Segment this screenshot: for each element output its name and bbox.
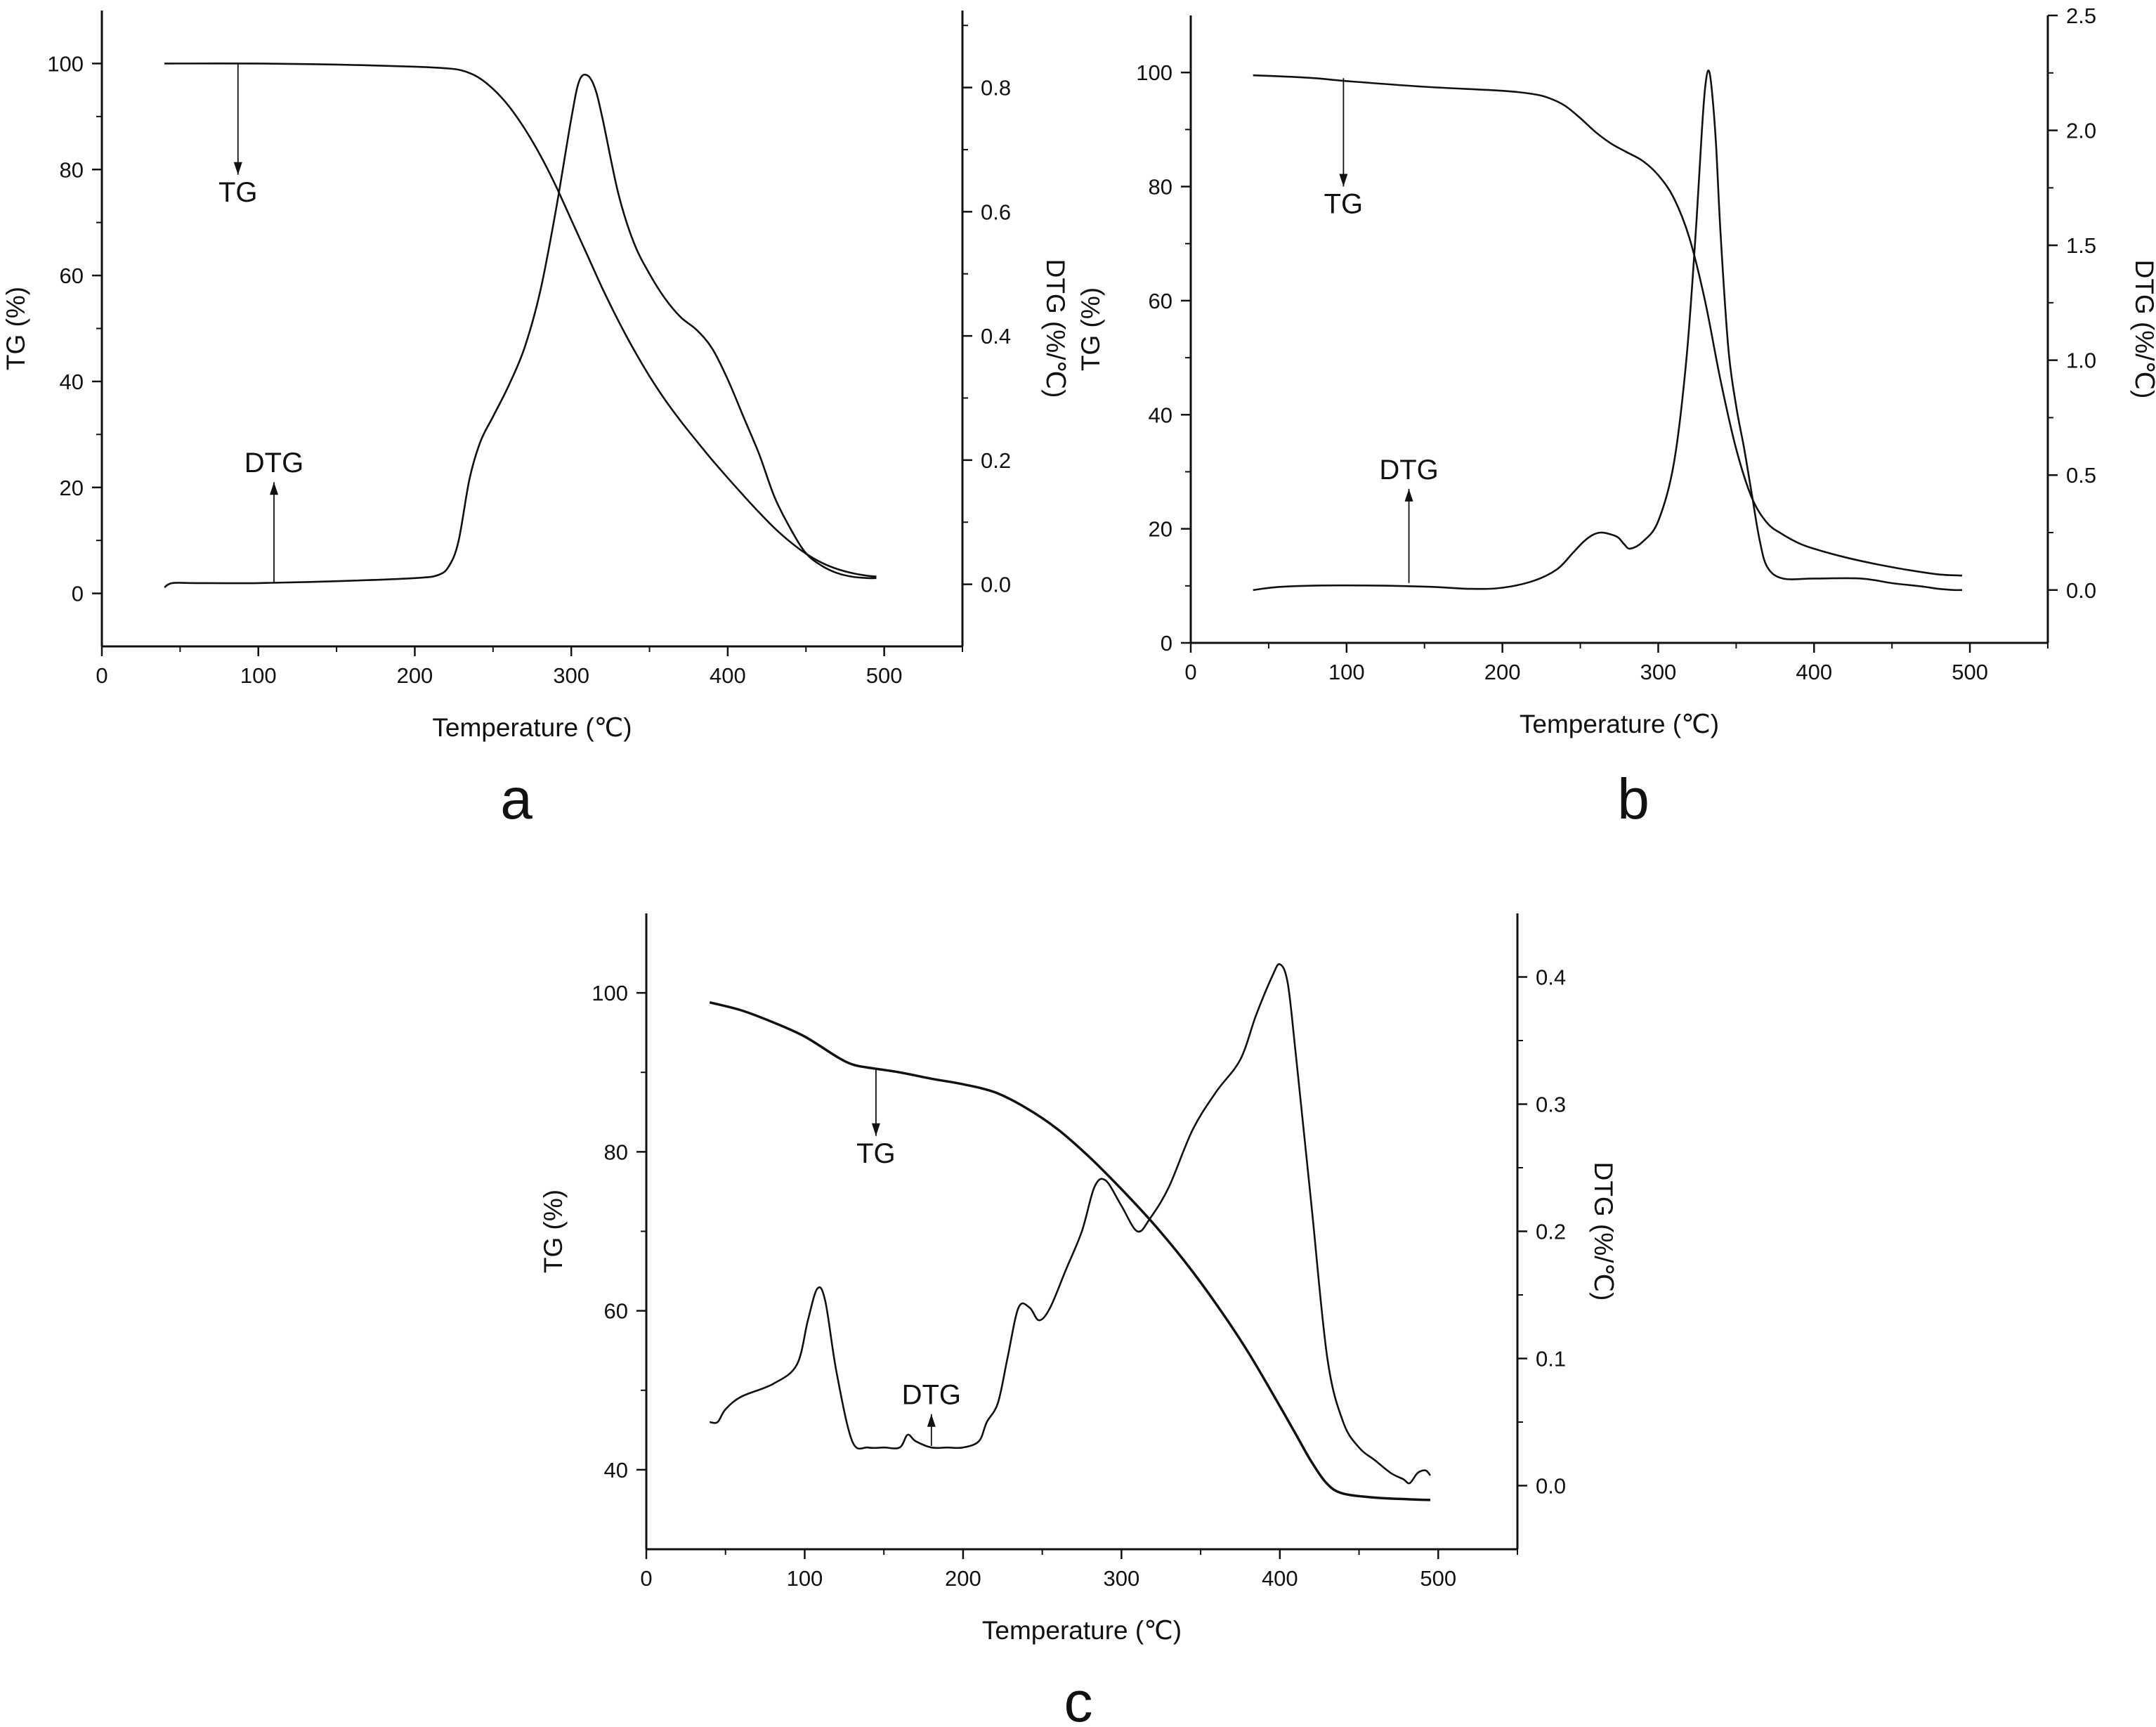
y2-tick-label: 2.0: [2066, 119, 2096, 143]
y2-tick-label: 0.8: [981, 76, 1011, 100]
x-axis-label: Temperature (℃): [982, 1616, 1182, 1645]
panel-letter: a: [500, 767, 533, 831]
x-tick-label: 300: [1640, 660, 1677, 684]
panel-letter: b: [1617, 767, 1649, 831]
dtg-curve: [164, 73, 877, 589]
x-tick-label: 400: [1796, 660, 1832, 684]
dtg-annotation: DTG: [244, 448, 303, 478]
y-tick-label: 40: [1149, 403, 1172, 427]
x-tick-label: 400: [710, 663, 746, 688]
y-tick-label: 40: [604, 1458, 628, 1482]
y-axis-label: TG (%): [1, 287, 30, 370]
x-tick-label: 200: [397, 663, 433, 688]
panel-letter: c: [1064, 1670, 1093, 1727]
chart-panel-a: 0 100 200 300 400 500 0 20 40 60 80 100 0.0 0.2 0.4 0.6…: [1, 11, 1070, 831]
x-tick-label: 0: [96, 663, 107, 688]
tg-annotation: TG: [218, 177, 258, 208]
y2-tick-label: 0.3: [1536, 1093, 1566, 1117]
x-tick-label: 500: [1952, 660, 1988, 684]
y-tick-label: 0: [72, 582, 84, 606]
dtg-arrowhead-icon: [1404, 488, 1413, 502]
x-axis-label: Temperature (℃): [1520, 710, 1719, 738]
dtg-arrowhead-icon: [270, 482, 278, 495]
y-tick-label: 80: [604, 1140, 628, 1164]
tg-curve: [164, 63, 877, 578]
y2-tick-label: 0.6: [981, 200, 1011, 224]
chart-panel-c: 0 100 200 300 400 500 40 60 80 100 0.0 0.1 0.2 0.3 0.4…: [539, 913, 1618, 1727]
y2-axis-label: DTG (%/℃): [1589, 1162, 1618, 1301]
y-axis-label: TG (%): [1076, 287, 1105, 371]
dtg-annotation: DTG: [1379, 455, 1438, 485]
y-tick-label: 20: [1149, 517, 1172, 542]
dtg-curve: [710, 963, 1432, 1485]
y-tick-label: 60: [60, 263, 84, 288]
y2-tick-label: 0.4: [1536, 965, 1566, 990]
x-tick-label: 200: [945, 1566, 981, 1591]
tg-arrowhead-icon: [233, 162, 242, 175]
y-tick-label: 20: [60, 476, 84, 500]
x-tick-label: 300: [553, 663, 589, 688]
x-tick-label: 0: [640, 1566, 652, 1591]
y2-tick-label: 0.0: [1536, 1474, 1566, 1499]
dtg-curve: [1253, 70, 1963, 592]
tg-annotation: TG: [1324, 189, 1364, 220]
y-tick-label: 100: [592, 981, 628, 1005]
y2-tick-label: 1.0: [2066, 348, 2096, 373]
x-tick-label: 0: [1184, 660, 1196, 684]
x-tick-label: 300: [1103, 1566, 1139, 1591]
y2-tick-label: 0.0: [981, 573, 1011, 597]
tg-arrowhead-icon: [1339, 174, 1348, 187]
x-tick-label: 100: [1328, 660, 1365, 684]
y-tick-label: 40: [60, 370, 84, 394]
chart-panel-b: 0 100 200 300 400 500 0 20 40 60 80 100 0.0 0.5 1.0 1.5…: [1076, 4, 2156, 831]
y-tick-label: 60: [604, 1299, 628, 1324]
y-axis-label: TG (%): [539, 1190, 568, 1273]
x-tick-label: 500: [1420, 1566, 1456, 1591]
y2-tick-label: 0.2: [1536, 1220, 1566, 1244]
tg-annotation: TG: [856, 1138, 896, 1169]
y2-axis-label: DTG (%/℃): [1041, 259, 1070, 398]
tg-curve: [709, 1001, 1431, 1501]
y2-tick-label: 0.5: [2066, 463, 2096, 488]
x-tick-label: 100: [240, 663, 277, 688]
x-tick-label: 500: [866, 663, 903, 688]
y2-tick-label: 0.0: [2066, 578, 2096, 603]
x-tick-label: 100: [787, 1566, 823, 1591]
y2-tick-label: 0.1: [1536, 1347, 1566, 1371]
y2-axis-label: DTG (%/℃): [2130, 260, 2156, 399]
y2-tick-label: 0.4: [981, 324, 1011, 348]
tg-curve: [1253, 74, 1963, 577]
y-tick-label: 80: [60, 157, 84, 182]
y2-tick-label: 0.2: [981, 448, 1011, 473]
y2-tick-label: 1.5: [2066, 233, 2096, 258]
dtg-annotation: DTG: [902, 1380, 961, 1411]
x-tick-label: 400: [1262, 1566, 1298, 1591]
y2-tick-label: 2.5: [2066, 4, 2096, 28]
y-tick-label: 80: [1149, 175, 1172, 200]
x-tick-label: 200: [1484, 660, 1521, 684]
x-axis-label: Temperature (℃): [432, 713, 632, 742]
y-tick-label: 100: [1136, 60, 1172, 85]
tg-arrowhead-icon: [871, 1123, 880, 1136]
dtg-arrowhead-icon: [927, 1414, 936, 1427]
y-tick-label: 60: [1149, 289, 1172, 313]
y-tick-label: 100: [47, 51, 84, 76]
y-tick-label: 0: [1161, 631, 1172, 656]
